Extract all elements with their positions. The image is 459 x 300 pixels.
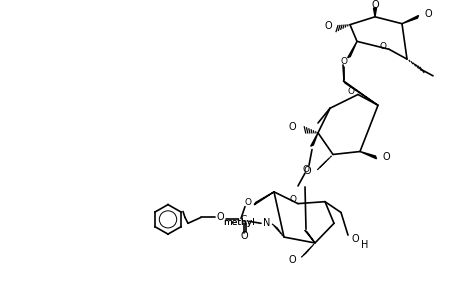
Text: O: O xyxy=(240,231,247,241)
Text: O: O xyxy=(289,195,296,204)
Text: N: N xyxy=(263,218,270,228)
Text: O: O xyxy=(351,234,359,244)
Text: O: O xyxy=(379,42,386,51)
Text: O: O xyxy=(303,166,310,176)
Polygon shape xyxy=(342,80,377,105)
Text: O: O xyxy=(302,165,309,174)
Text: C: C xyxy=(241,215,246,224)
Text: O: O xyxy=(244,198,251,207)
Polygon shape xyxy=(310,133,317,146)
Polygon shape xyxy=(347,41,356,58)
Text: O: O xyxy=(288,122,295,132)
Polygon shape xyxy=(359,152,376,159)
Polygon shape xyxy=(254,192,274,205)
Text: O: O xyxy=(347,87,354,96)
Text: methyl: methyl xyxy=(223,218,254,227)
Text: H: H xyxy=(360,240,368,250)
Text: methyl: methyl xyxy=(223,218,254,227)
Polygon shape xyxy=(401,15,418,24)
Text: O: O xyxy=(216,212,224,222)
Text: O: O xyxy=(370,0,378,10)
Text: O: O xyxy=(288,255,295,265)
Text: O: O xyxy=(382,152,390,162)
Polygon shape xyxy=(304,230,314,243)
Polygon shape xyxy=(373,8,375,17)
Text: O: O xyxy=(424,9,431,19)
Text: O: O xyxy=(340,56,347,65)
Text: O: O xyxy=(324,21,331,31)
